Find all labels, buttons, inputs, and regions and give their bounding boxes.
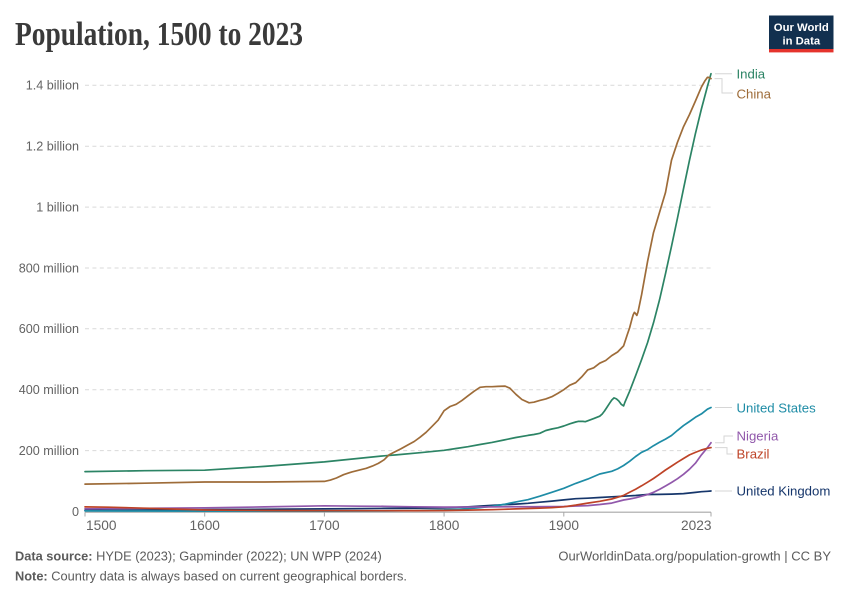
- svg-text:Brazil: Brazil: [737, 447, 770, 462]
- svg-text:200 million: 200 million: [19, 444, 79, 458]
- svg-text:1500: 1500: [86, 518, 117, 533]
- svg-text:OurWorldinData.org/population-: OurWorldinData.org/population-growth | C…: [558, 549, 831, 564]
- svg-text:United Kingdom: United Kingdom: [737, 484, 831, 499]
- svg-text:600 million: 600 million: [19, 322, 79, 336]
- svg-text:China: China: [737, 87, 772, 102]
- svg-text:1.4 billion: 1.4 billion: [26, 79, 79, 93]
- svg-text:1900: 1900: [549, 518, 580, 533]
- svg-text:Our World: Our World: [774, 22, 829, 34]
- svg-text:United States: United States: [737, 401, 817, 416]
- svg-text:Note: Country data is always b: Note: Country data is always based on cu…: [15, 569, 407, 584]
- svg-text:Data source: HYDE (2023); Gapm: Data source: HYDE (2023); Gapminder (202…: [15, 549, 382, 564]
- svg-text:800 million: 800 million: [19, 261, 79, 275]
- svg-text:Nigeria: Nigeria: [737, 429, 779, 444]
- svg-text:0: 0: [72, 505, 79, 519]
- svg-text:1 billion: 1 billion: [36, 200, 79, 214]
- svg-text:400 million: 400 million: [19, 383, 79, 397]
- svg-text:India: India: [737, 67, 766, 82]
- svg-text:in Data: in Data: [782, 36, 820, 48]
- svg-text:1800: 1800: [429, 518, 460, 533]
- svg-text:2023: 2023: [681, 518, 712, 533]
- svg-text:1.2 billion: 1.2 billion: [26, 140, 79, 154]
- svg-text:1700: 1700: [309, 518, 340, 533]
- svg-text:Population, 1500 to 2023: Population, 1500 to 2023: [15, 16, 303, 53]
- svg-text:1600: 1600: [189, 518, 220, 533]
